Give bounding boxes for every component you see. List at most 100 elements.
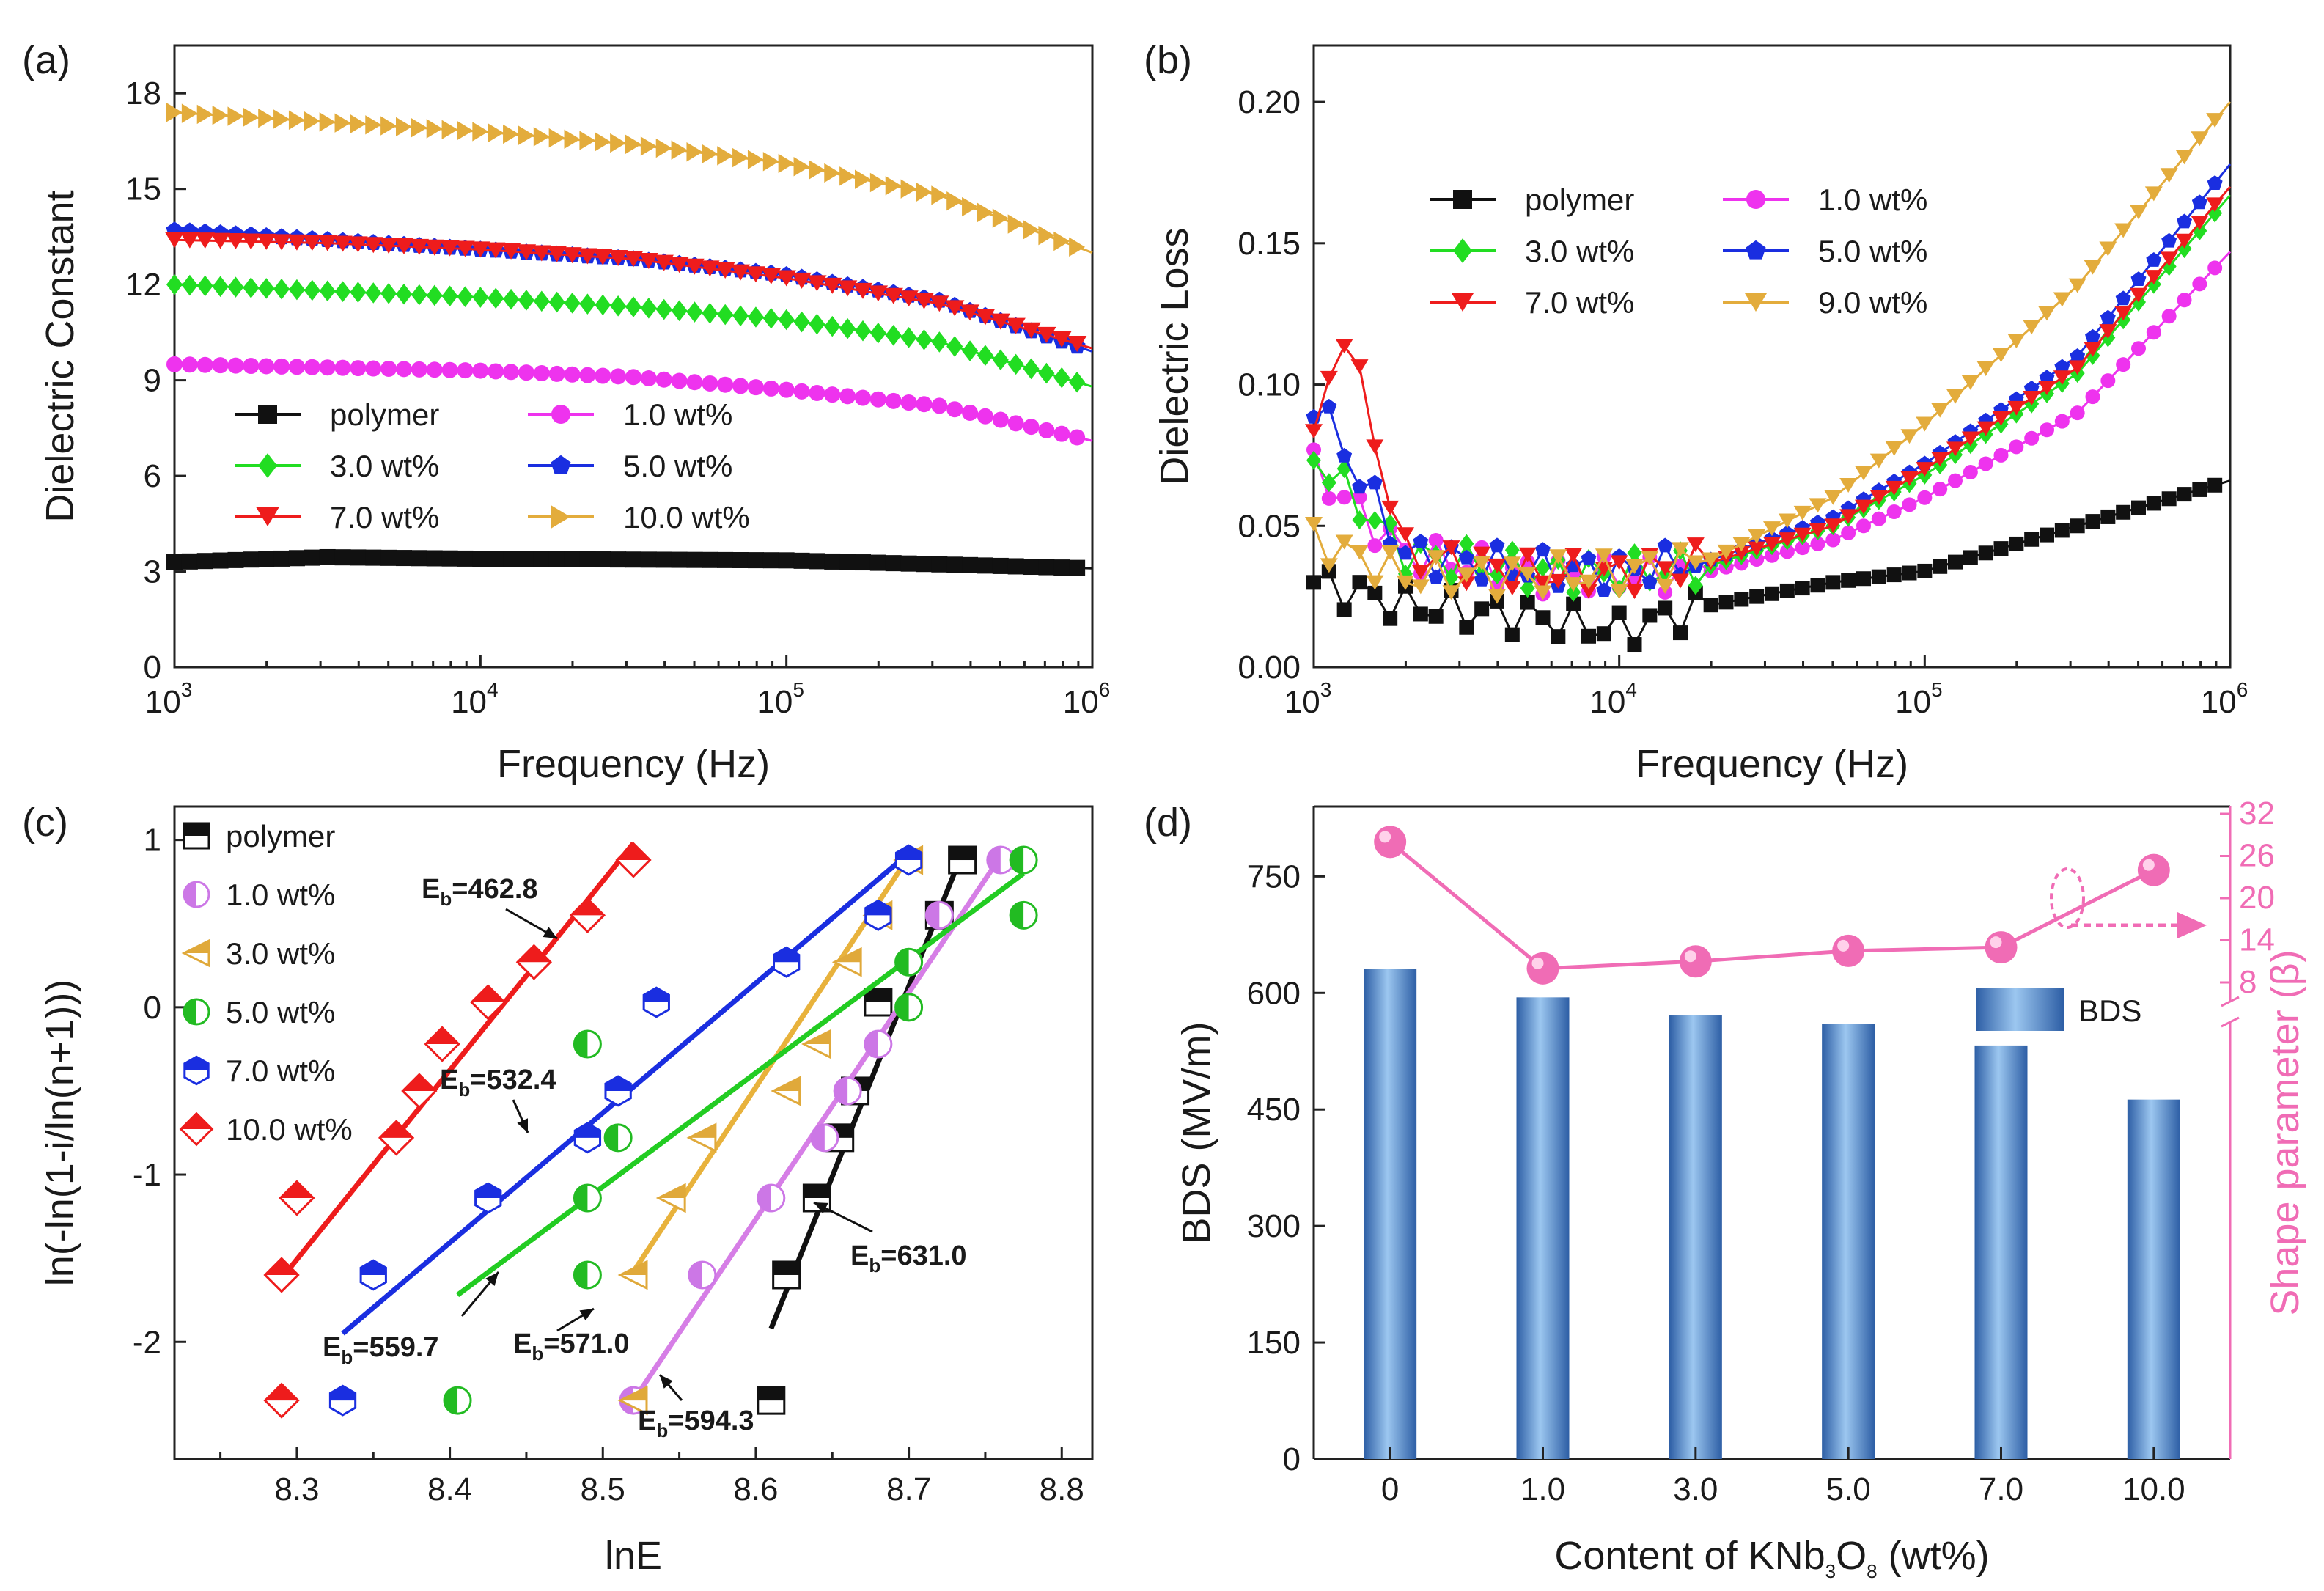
data-point	[1841, 525, 1856, 540]
data-point	[685, 258, 705, 275]
legend: polymer 1.0 wt% 3.0 wt% 5.0 wt% 7.0 wt% 9.0 w…	[1430, 183, 1927, 320]
y-tick-label: 0	[144, 650, 161, 686]
data-point	[824, 553, 841, 570]
data-point	[227, 357, 244, 374]
data-point	[642, 986, 670, 1018]
data-point	[457, 286, 474, 307]
legend-marker	[551, 505, 570, 529]
data-point	[885, 392, 902, 409]
data-point	[1641, 574, 1658, 589]
data-point	[1457, 567, 1476, 583]
data-point	[853, 282, 873, 299]
data-point	[716, 262, 735, 279]
data-point	[1007, 214, 1024, 234]
data-point	[1503, 581, 1521, 596]
x-tick-label: 3.0	[1673, 1471, 1718, 1507]
data-point	[2191, 194, 2207, 210]
data-point	[396, 283, 412, 305]
data-point	[440, 240, 460, 257]
data-point	[472, 287, 489, 308]
data-point	[837, 280, 858, 297]
plot-frame	[173, 805, 1094, 1460]
y-tick-label: 0	[144, 990, 161, 1026]
annotation-text: Eb=594.3	[638, 1406, 754, 1441]
data-point	[762, 152, 779, 172]
data-point	[615, 842, 652, 878]
data-point	[608, 250, 628, 267]
data-point	[617, 1260, 648, 1290]
data-point	[1566, 596, 1581, 611]
data-point	[1489, 537, 1505, 553]
annotation-text: Eb=462.8	[422, 874, 538, 910]
data-point	[2131, 341, 2146, 356]
data-point	[1367, 510, 1383, 530]
data-point	[946, 336, 963, 357]
data-point	[732, 147, 749, 168]
data-point	[2116, 504, 2131, 520]
data-point	[686, 142, 703, 162]
data-point	[930, 295, 949, 312]
data-point	[1488, 558, 1506, 573]
data-point	[334, 549, 351, 566]
data-point	[488, 287, 504, 309]
data-point	[1793, 527, 1812, 543]
data-point	[885, 324, 902, 346]
y-tick-label: 18	[125, 76, 161, 111]
x-tick-label: 8.7	[886, 1471, 931, 1507]
data-point	[1658, 600, 1673, 616]
data-point	[1381, 545, 1400, 560]
data-point	[1703, 598, 1718, 613]
data-point	[2009, 439, 2024, 455]
data-point	[992, 557, 1009, 574]
data-point	[319, 112, 336, 132]
data-point	[802, 1183, 831, 1213]
data-point	[1413, 534, 1429, 548]
data-point	[258, 551, 275, 567]
legend-label: polymer	[330, 397, 439, 432]
data-point	[1335, 339, 1353, 354]
legend-label: 7.0 wt%	[226, 1054, 335, 1088]
data-point	[426, 361, 443, 378]
data-point	[1985, 931, 2018, 964]
data-point	[166, 554, 183, 570]
indicator-oval	[2050, 867, 2085, 929]
data-point	[931, 331, 948, 353]
panel-label: (c)	[22, 801, 68, 845]
data-point	[1763, 521, 1781, 537]
data-point	[778, 381, 795, 398]
x-tick-label: 8.6	[733, 1471, 778, 1507]
data-point	[1038, 559, 1055, 576]
data-point	[426, 284, 443, 306]
legend-label: 1.0 wt%	[623, 397, 732, 432]
data-point	[1793, 505, 1812, 521]
data-point	[1810, 536, 1825, 551]
data-point	[2144, 270, 2163, 285]
data-point	[1686, 555, 1705, 570]
legend-label: polymer	[226, 819, 335, 853]
legend-label: 3.0 wt%	[330, 449, 439, 483]
data-point	[610, 295, 627, 317]
data-point	[1963, 550, 1978, 565]
data-point	[210, 232, 230, 249]
data-point	[946, 556, 963, 573]
data-point	[914, 293, 934, 309]
data-point	[2146, 251, 2162, 267]
data-point	[503, 364, 520, 381]
data-point	[900, 394, 917, 411]
data-point	[1459, 534, 1474, 554]
legend-marker	[1453, 190, 1472, 209]
data-point	[426, 550, 443, 567]
data-point	[2130, 205, 2147, 220]
y-axis-label: Dielectric Loss	[1152, 227, 1196, 485]
data-point	[1007, 415, 1024, 432]
data-point	[1976, 421, 1995, 436]
data-point	[181, 274, 198, 296]
x-tick-label: 7.0	[1979, 1471, 2023, 1507]
data-point	[1518, 547, 1537, 562]
data-point	[2131, 500, 2146, 515]
data-point	[548, 551, 565, 567]
data-point	[1596, 582, 1612, 598]
data-point	[227, 551, 244, 568]
data-point	[365, 282, 382, 304]
